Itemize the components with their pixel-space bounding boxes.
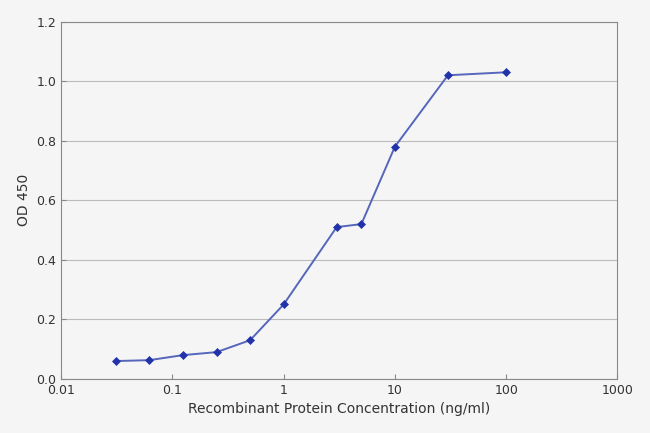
X-axis label: Recombinant Protein Concentration (ng/ml): Recombinant Protein Concentration (ng/ml… (188, 402, 490, 417)
Y-axis label: OD 450: OD 450 (17, 174, 31, 226)
